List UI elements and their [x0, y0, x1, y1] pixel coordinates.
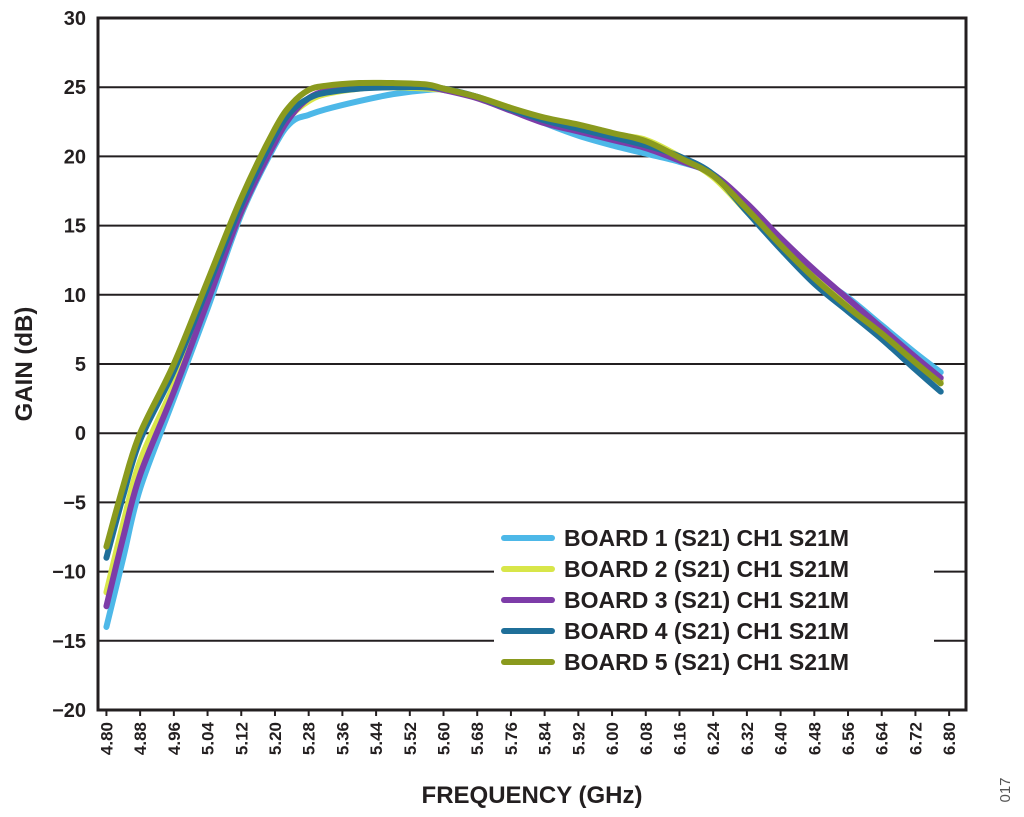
y-tick-label: 10: [64, 285, 86, 307]
y-tick-label: −15: [52, 631, 86, 653]
legend-background: [494, 520, 934, 683]
x-tick-label: 5.20: [266, 722, 285, 755]
legend-label: BOARD 1 (S21) CH1 S21M: [564, 525, 849, 551]
series-lines: [103, 79, 944, 630]
legend-label: BOARD 5 (S21) CH1 S21M: [564, 649, 849, 675]
x-tick-label: 6.80: [940, 722, 959, 755]
y-tick-label: 15: [64, 216, 86, 238]
x-tick-label: 6.48: [805, 722, 824, 755]
y-tick-label: 20: [64, 146, 86, 168]
x-tick-label: 4.96: [165, 722, 184, 755]
x-tick-label: 5.44: [367, 721, 386, 755]
x-tick-label: 6.64: [873, 721, 892, 755]
y-tick-label: 5: [75, 354, 86, 376]
y-axis-label: GAIN (dB): [11, 307, 38, 422]
x-tick-label: 5.36: [333, 722, 352, 755]
x-tick-label: 5.84: [536, 721, 555, 755]
x-tick-label: 6.16: [670, 722, 689, 755]
legend: BOARD 1 (S21) CH1 S21M BOARD 2 (S21) CH1 …: [494, 520, 934, 683]
plot-frame: [96, 16, 968, 712]
x-tick-label: 5.60: [435, 722, 454, 755]
x-tick-label: 5.92: [569, 722, 588, 755]
series-line-board-4: [103, 84, 944, 561]
x-tick-label: 6.72: [906, 722, 925, 755]
x-tick-label: 6.00: [603, 722, 622, 755]
y-tick-label: −5: [63, 492, 86, 514]
x-tick-label: 6.56: [839, 722, 858, 755]
x-tick-label: 4.88: [131, 722, 150, 755]
y-tick-label: 0: [75, 423, 86, 445]
series-line-board-2: [103, 84, 944, 596]
x-tick-label: 6.24: [704, 721, 723, 755]
x-axis-label: FREQUENCY (GHz): [422, 782, 643, 809]
x-tick-label: 5.04: [199, 721, 218, 755]
axis-ticks: 30 25 20 15 10 5 0 −5 −10 −15 −20 4.80 4.88 4.96 5.04 5…: [52, 8, 959, 755]
legend-label: BOARD 3 (S21) CH1 S21M: [564, 587, 849, 613]
legend-label: BOARD 4 (S21) CH1 S21M: [564, 618, 849, 644]
x-tick-label: 5.52: [401, 722, 420, 755]
series-line-board-5: [103, 79, 944, 550]
figure-id: 017: [997, 777, 1014, 802]
y-tick-label: 25: [64, 77, 86, 99]
y-tick-label: 30: [64, 8, 86, 30]
x-tick-label: 5.68: [468, 722, 487, 755]
x-tick-label: 5.28: [300, 722, 319, 755]
legend-label: BOARD 2 (S21) CH1 S21M: [564, 556, 849, 582]
x-tick-label: 4.80: [97, 722, 116, 755]
y-tick-label: −10: [52, 562, 86, 584]
x-tick-label: 6.32: [738, 722, 757, 755]
x-tick-label: 5.76: [502, 722, 521, 755]
x-tick-label: 5.12: [232, 722, 251, 755]
x-tick-label: 6.08: [637, 722, 656, 755]
y-tick-label: −20: [52, 700, 86, 722]
x-tick-label: 6.40: [772, 722, 791, 755]
